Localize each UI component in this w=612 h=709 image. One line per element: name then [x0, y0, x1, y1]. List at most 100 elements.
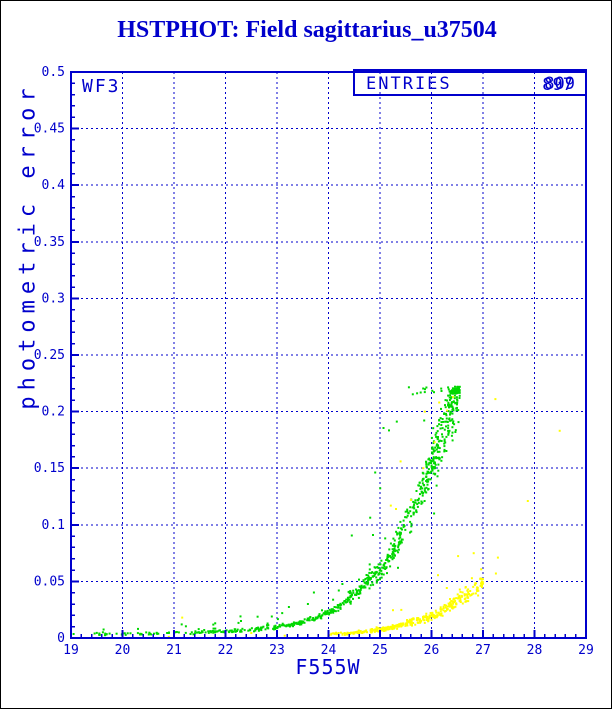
data-point: [348, 596, 351, 599]
data-point: [416, 392, 419, 395]
data-point: [479, 584, 482, 587]
data-point: [430, 464, 433, 467]
data-point: [414, 501, 417, 504]
data-point: [234, 630, 237, 633]
data-point: [98, 632, 101, 635]
data-point: [438, 401, 441, 404]
data-point: [335, 631, 338, 634]
y-tick-label: 0.2: [42, 405, 65, 420]
data-point: [371, 575, 374, 578]
data-point: [456, 399, 459, 402]
data-point: [395, 508, 397, 510]
data-point: [366, 581, 369, 584]
data-point: [386, 553, 389, 556]
data-point: [429, 471, 432, 474]
data-point: [456, 398, 458, 401]
data-point: [444, 441, 447, 444]
data-point: [309, 616, 312, 619]
x-axis-label: F555W: [295, 655, 361, 679]
data-point: [391, 544, 394, 547]
data-point: [433, 512, 436, 515]
data-point: [447, 602, 450, 605]
data-point: [399, 542, 402, 545]
data-point: [379, 578, 381, 581]
data-point: [412, 500, 415, 503]
data-point: [419, 487, 422, 490]
data-point: [257, 629, 260, 632]
data-point: [399, 520, 402, 523]
data-point: [447, 433, 450, 436]
data-point: [387, 628, 390, 631]
data-point: [433, 467, 436, 470]
data-point: [105, 633, 108, 636]
data-point: [198, 631, 200, 634]
data-point: [416, 503, 419, 506]
data-point: [458, 387, 460, 390]
data-point: [404, 516, 407, 519]
data-point: [447, 432, 450, 435]
data-point: [215, 630, 218, 633]
data-point: [254, 629, 257, 632]
data-point: [447, 429, 450, 432]
data-point: [95, 631, 98, 634]
data-point: [346, 633, 348, 636]
panel-label: WF3: [82, 76, 121, 97]
data-point: [409, 498, 412, 501]
data-point: [442, 606, 445, 609]
data-point: [211, 630, 214, 632]
data-point: [439, 608, 442, 610]
data-point: [404, 624, 407, 627]
data-point: [422, 477, 425, 480]
data-point: [439, 606, 442, 609]
data-point: [312, 591, 315, 594]
data-point: [434, 473, 436, 476]
data-point: [303, 621, 306, 624]
data-point: [469, 594, 472, 597]
data-point: [397, 551, 400, 554]
data-point: [475, 588, 478, 591]
data-point: [175, 631, 178, 633]
data-point: [389, 542, 392, 545]
data-point: [412, 513, 415, 516]
data-point: [207, 630, 210, 633]
data-point: [222, 631, 225, 634]
data-point: [432, 427, 435, 430]
data-point: [441, 456, 444, 459]
data-point: [306, 603, 309, 605]
data-point: [373, 566, 376, 569]
data-point: [190, 631, 193, 634]
data-point: [401, 623, 404, 626]
data-point: [260, 626, 263, 629]
data-point: [422, 387, 425, 390]
data-point: [417, 501, 420, 504]
data-point: [374, 628, 377, 631]
data-point: [434, 462, 436, 465]
data-point: [426, 617, 429, 620]
data-point: [458, 594, 461, 597]
y-tick-label: 0: [57, 631, 65, 646]
data-point: [456, 593, 459, 596]
data-point: [405, 516, 408, 519]
data-point: [452, 389, 455, 392]
data-point: [306, 619, 309, 622]
data-point: [399, 533, 402, 536]
data-point: [374, 573, 377, 576]
data-point: [446, 409, 448, 412]
data-point: [430, 465, 433, 468]
data-point: [456, 401, 459, 404]
data-point: [350, 534, 353, 537]
data-point: [395, 549, 398, 552]
data-point: [425, 461, 428, 464]
data-point: [291, 622, 294, 625]
data-point: [429, 478, 432, 481]
data-point: [458, 390, 461, 393]
data-point: [261, 626, 264, 629]
data-point: [177, 631, 180, 634]
data-point: [382, 564, 385, 567]
data-point: [393, 548, 396, 551]
entries-label: ENTRIES: [366, 74, 452, 94]
data-point: [439, 427, 442, 430]
data-point: [438, 450, 441, 453]
data-point: [481, 578, 484, 581]
data-point: [292, 625, 294, 628]
